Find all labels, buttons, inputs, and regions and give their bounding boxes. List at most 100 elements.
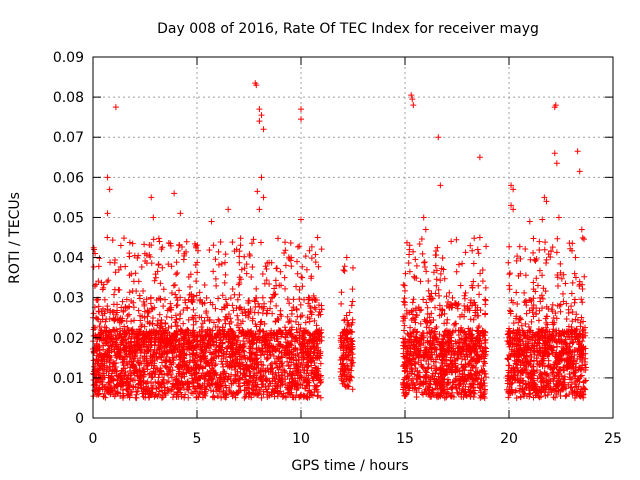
data-point xyxy=(222,271,229,278)
data-point xyxy=(126,394,133,401)
data-point xyxy=(306,247,313,254)
data-point xyxy=(210,319,217,326)
data-point xyxy=(207,387,214,394)
data-point xyxy=(272,277,279,284)
data-point xyxy=(282,262,289,269)
data-point xyxy=(147,295,154,302)
data-point xyxy=(175,247,182,254)
data-point xyxy=(312,364,319,371)
data-point xyxy=(303,266,310,273)
data-point xyxy=(231,291,238,298)
data-point xyxy=(155,235,162,242)
data-point xyxy=(167,306,174,313)
data-point xyxy=(135,307,142,314)
data-point xyxy=(187,283,194,290)
data-point xyxy=(163,313,170,320)
data-point xyxy=(308,273,315,280)
data-point xyxy=(284,296,291,303)
data-point xyxy=(121,235,128,242)
data-point xyxy=(269,371,276,378)
data-point xyxy=(163,335,170,342)
data-point xyxy=(168,314,175,321)
data-point xyxy=(148,242,155,249)
data-point xyxy=(297,393,304,400)
data-point xyxy=(188,291,195,298)
data-point xyxy=(272,360,279,367)
data-point xyxy=(242,312,249,319)
data-point xyxy=(217,238,224,245)
data-point xyxy=(284,349,291,356)
data-point xyxy=(92,333,99,340)
data-point xyxy=(279,372,286,379)
data-point xyxy=(91,363,98,370)
data-point xyxy=(225,376,232,383)
data-point xyxy=(266,280,273,287)
data-point xyxy=(173,376,180,383)
data-point xyxy=(172,281,179,288)
data-point xyxy=(170,282,177,289)
data-point xyxy=(160,380,167,387)
data-point xyxy=(304,314,311,321)
data-point xyxy=(151,357,158,364)
data-point xyxy=(294,258,301,265)
data-point xyxy=(225,311,232,318)
data-point xyxy=(282,394,289,401)
data-point xyxy=(272,370,279,377)
data-point xyxy=(247,354,254,361)
data-point xyxy=(265,342,272,349)
data-point xyxy=(162,358,169,365)
data-point xyxy=(236,383,243,390)
data-point xyxy=(249,264,256,271)
data-point xyxy=(282,327,289,334)
data-point xyxy=(100,284,107,291)
data-point xyxy=(195,393,202,400)
data-point xyxy=(207,382,214,389)
data-point xyxy=(135,252,142,259)
data-point xyxy=(237,242,244,249)
data-point xyxy=(128,297,135,304)
data-point xyxy=(172,319,179,326)
data-point xyxy=(161,343,168,350)
data-point xyxy=(264,354,271,361)
data-point xyxy=(260,334,267,341)
data-point xyxy=(96,255,103,262)
data-point xyxy=(266,392,273,399)
data-point xyxy=(122,263,129,270)
data-point xyxy=(168,290,175,297)
data-point xyxy=(248,327,255,334)
data-point xyxy=(281,250,288,257)
data-point xyxy=(114,377,121,384)
data-point xyxy=(150,236,157,243)
data-point xyxy=(184,365,191,372)
data-point xyxy=(232,394,239,401)
data-point xyxy=(196,297,203,304)
data-point xyxy=(206,246,213,253)
data-point xyxy=(302,253,309,260)
data-point xyxy=(246,339,253,346)
data-point xyxy=(288,263,295,270)
data-point xyxy=(169,374,176,381)
data-point xyxy=(183,248,190,255)
data-point xyxy=(102,340,109,347)
data-point xyxy=(156,388,163,395)
data-point xyxy=(219,292,226,299)
data-point xyxy=(222,251,229,258)
data-point xyxy=(263,265,270,272)
data-point xyxy=(152,371,159,378)
data-point xyxy=(210,388,217,395)
data-point xyxy=(104,303,111,310)
data-point xyxy=(212,275,219,282)
data-point xyxy=(122,303,129,310)
data-point xyxy=(181,252,188,259)
data-point xyxy=(237,235,244,242)
data-point xyxy=(145,347,152,354)
data-point xyxy=(209,394,216,401)
data-point xyxy=(176,287,183,294)
data-point xyxy=(276,341,283,348)
data-point xyxy=(302,327,309,334)
data-point xyxy=(121,333,128,340)
data-point xyxy=(104,234,111,241)
data-point xyxy=(103,339,110,346)
data-point xyxy=(290,296,297,303)
